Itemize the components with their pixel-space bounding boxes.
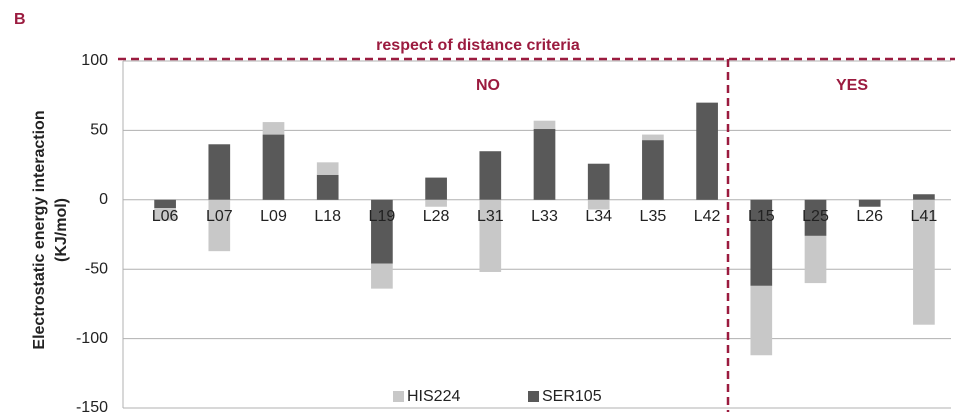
bar-segment (533, 120, 556, 130)
bar-segment (316, 162, 339, 175)
bar-segment (479, 199, 502, 272)
x-tick-label: L15 (748, 208, 775, 225)
y-tick-label: -100 (76, 330, 108, 347)
bar-segment (533, 129, 556, 200)
x-tick-label: L07 (206, 208, 233, 225)
x-tick-label: L09 (260, 208, 287, 225)
y-axis-title: (KJ/mol) (53, 198, 70, 262)
bar-segment (425, 177, 447, 200)
x-tick-label: L06 (152, 208, 179, 225)
bar-segment (913, 194, 935, 200)
bar-segment (804, 235, 827, 284)
x-tick-label: L18 (314, 208, 341, 225)
legend-swatch (528, 391, 539, 402)
bar-segment (316, 174, 339, 200)
bar-segment (587, 199, 610, 210)
bar-segment (208, 199, 231, 252)
y-tick-label: -50 (85, 260, 108, 277)
x-tick-label: L35 (640, 208, 667, 225)
group-label: NO (476, 77, 500, 94)
bar-segment (262, 134, 285, 200)
bar-segment (371, 199, 393, 264)
bar-segment (371, 263, 393, 289)
bar-segment (750, 285, 773, 356)
x-tick-label: L31 (477, 208, 504, 225)
x-tick-label: L33 (531, 208, 558, 225)
x-tick-label: L42 (694, 208, 721, 225)
bar-segment (696, 102, 718, 200)
legend-swatch (393, 391, 404, 402)
bar-segment (642, 134, 664, 141)
bar-segment (642, 140, 664, 200)
bar-segment (858, 199, 881, 207)
bar-segment (425, 199, 447, 207)
y-tick-label: -150 (76, 399, 108, 414)
group-label: YES (836, 77, 868, 94)
bar-segment (587, 163, 610, 200)
bar-segment (479, 151, 502, 200)
panel-label: B (14, 11, 26, 28)
x-tick-label: L25 (802, 208, 829, 225)
bar-segment (913, 199, 935, 325)
bar-segment (154, 199, 176, 209)
x-tick-label: L26 (856, 208, 883, 225)
bar-segment (262, 122, 285, 135)
bar-segment (750, 199, 773, 286)
x-tick-label: L41 (911, 208, 938, 225)
bar-segment (154, 208, 176, 221)
legend-label: HIS224 (407, 388, 460, 405)
x-tick-label: L34 (585, 208, 612, 225)
bar-segment (208, 144, 231, 200)
x-tick-label: L28 (423, 208, 450, 225)
criteria-box (118, 57, 955, 412)
bar-segment (804, 199, 827, 236)
y-tick-label: 0 (99, 191, 108, 208)
y-tick-label: 100 (81, 52, 108, 69)
legend-label: SER105 (542, 388, 602, 405)
annotation-header: respect of distance criteria (376, 37, 580, 54)
x-tick-label: L19 (369, 208, 396, 225)
y-tick-label: 50 (90, 122, 108, 139)
y-axis-title: Electrostatic energy interaction (31, 110, 48, 349)
